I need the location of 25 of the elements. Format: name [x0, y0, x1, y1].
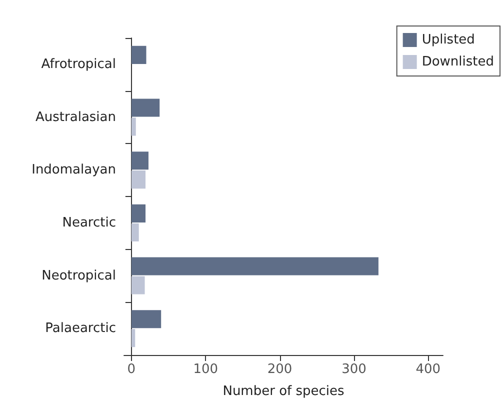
x-axis-title: Number of species [222, 384, 345, 399]
bar [131, 276, 145, 294]
x-tick-label: 300 [342, 362, 366, 377]
bar [131, 118, 136, 136]
bar [131, 329, 136, 348]
bar [131, 223, 139, 242]
y-tick-label: Indomalayan [32, 162, 116, 178]
bar [131, 98, 160, 117]
y-tick-label: Afrotropical [41, 56, 116, 72]
x-tick-label: 0 [127, 362, 136, 377]
bar [131, 170, 146, 189]
legend-label: Downlisted [422, 54, 494, 70]
x-tick-label: 100 [193, 362, 218, 377]
x-tick-label: 400 [416, 362, 441, 377]
y-tick-label: Neotropical [42, 268, 116, 284]
x-tick-label: 200 [267, 362, 292, 377]
bar [131, 46, 146, 64]
y-tick-label: Palaearctic [45, 321, 116, 336]
bar [131, 310, 162, 328]
bar [131, 257, 378, 276]
legend-label: Uplisted [422, 32, 475, 48]
y-tick-label: Australasian [36, 110, 116, 125]
y-tick-label: Nearctic [62, 215, 116, 230]
bar [131, 152, 148, 170]
bar [131, 204, 146, 222]
